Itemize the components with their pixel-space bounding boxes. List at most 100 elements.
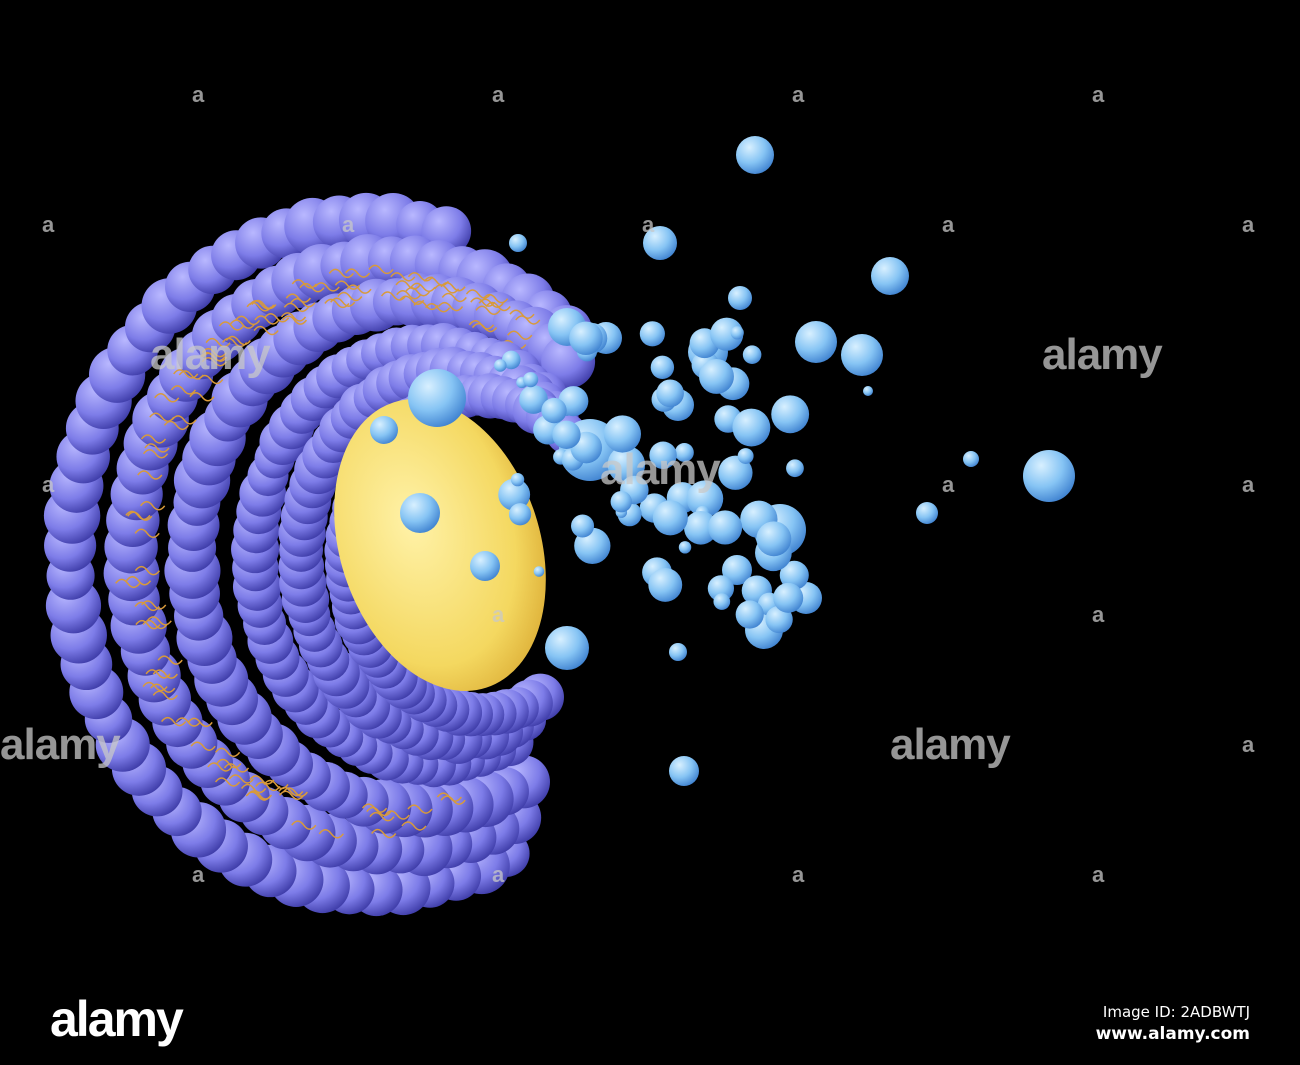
particle: [603, 415, 642, 453]
lipid-tail: [125, 576, 152, 586]
watermark: a: [42, 212, 55, 237]
lipid-tail: [127, 511, 153, 521]
lipid-tail: [404, 286, 431, 297]
watermark: alamy: [890, 720, 1011, 769]
particle: [732, 408, 771, 447]
lipid-tail: [144, 443, 170, 453]
image-id: Image ID: 2ADBWTJ: [1102, 1003, 1250, 1021]
particle: [871, 257, 909, 295]
lipid-tail: [171, 415, 197, 425]
lipid-tail: [330, 297, 356, 307]
particle: [498, 478, 531, 511]
particle: [756, 521, 792, 557]
lipid-tail: [218, 321, 245, 331]
watermark: a: [192, 862, 205, 887]
lipid-tail: [314, 282, 340, 292]
particle: [686, 480, 724, 517]
particle: [841, 334, 883, 376]
particle: [470, 551, 500, 581]
particle: [699, 359, 734, 394]
particle: [916, 502, 938, 524]
lipid-tail: [401, 821, 427, 831]
particle: [771, 395, 810, 434]
watermark: a: [1242, 212, 1255, 237]
particle: [1023, 450, 1075, 502]
lipid-tail: [318, 829, 344, 839]
lipid-tail: [344, 268, 371, 278]
lipid-tail: [483, 293, 509, 304]
lipid-tail: [205, 337, 231, 348]
particle: [730, 326, 744, 340]
particle: [509, 234, 527, 252]
lipid-tail: [225, 335, 251, 346]
lipid-tail: [207, 762, 233, 772]
watermark: a: [492, 862, 505, 887]
particle: [669, 756, 699, 786]
lipid-tail: [390, 272, 416, 282]
lipid-tail: [407, 804, 433, 814]
particle: [728, 286, 752, 310]
particle: [519, 385, 548, 414]
lipid-tail: [282, 787, 308, 797]
lipid-tail: [152, 669, 178, 679]
lipid-tail: [134, 565, 161, 576]
aqueous-core: [334, 399, 546, 691]
watermark: a: [1092, 82, 1105, 107]
lipid-tail: [509, 309, 535, 319]
lipid-tail: [157, 655, 183, 665]
lipid-tail: [229, 319, 256, 329]
particle: [408, 369, 466, 427]
lipid-tail: [190, 741, 216, 751]
watermark: a: [1242, 732, 1255, 757]
particle: [786, 459, 804, 478]
particle: [707, 575, 735, 602]
lipid-shell: [43, 192, 596, 917]
lipid-tail: [337, 291, 363, 302]
lipid-tail: [478, 298, 504, 308]
watermark: a: [792, 862, 805, 887]
particle: [735, 600, 764, 629]
core-fluid: [334, 399, 546, 691]
particle: [773, 582, 804, 613]
lipid-tail: [465, 289, 492, 299]
lipid-tail: [149, 412, 175, 422]
lipid-tail: [279, 790, 305, 800]
lipid-tail: [215, 747, 241, 758]
released-particles: [370, 136, 1075, 786]
particle: [607, 445, 646, 484]
lipid-tail: [278, 786, 304, 797]
particle: [400, 493, 440, 533]
lipid-tail: [189, 392, 215, 402]
lipid-tail: [423, 276, 449, 287]
lipid-tail: [146, 616, 172, 626]
lipid-tail: [201, 356, 227, 367]
lipid-tail: [216, 758, 242, 769]
watermark: alamy: [150, 330, 271, 379]
lipid-tail: [246, 790, 273, 800]
watermark: alamy: [1042, 330, 1163, 379]
lipid-tail: [290, 297, 316, 308]
lipid-tail: [380, 291, 407, 301]
watermark: a: [942, 472, 955, 497]
particle: [652, 500, 688, 536]
lipid-tail: [249, 775, 275, 785]
particle: [370, 416, 398, 444]
lipid-tail: [407, 272, 434, 282]
particle: [707, 510, 743, 545]
particle: [718, 455, 753, 490]
lipid-tail: [468, 320, 495, 330]
lipid-tail: [150, 683, 176, 693]
particle: [678, 541, 692, 554]
lipid-tail: [371, 828, 397, 839]
lipid-tail: [440, 282, 466, 292]
lipid-tail: [283, 302, 309, 313]
watermark: a: [1092, 602, 1105, 627]
particle: [501, 350, 521, 370]
lipid-tail: [361, 803, 388, 813]
particle: [722, 555, 752, 585]
watermark: a: [1242, 472, 1255, 497]
particle: [648, 567, 683, 602]
lipid-tail: [440, 795, 466, 805]
particle: [643, 226, 677, 260]
